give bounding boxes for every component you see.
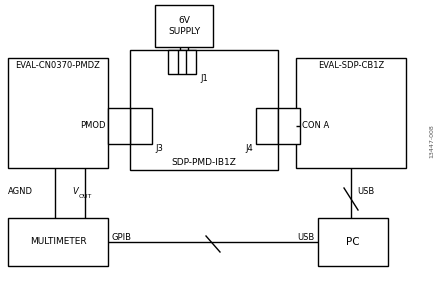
- Bar: [8, 218, 108, 266]
- Bar: [155, 5, 213, 47]
- Bar: [130, 50, 277, 170]
- Text: PC: PC: [345, 237, 359, 247]
- Bar: [168, 50, 196, 74]
- Bar: [295, 58, 405, 168]
- Text: 13447-008: 13447-008: [428, 124, 434, 158]
- Text: PMOD: PMOD: [80, 122, 106, 131]
- Text: V: V: [72, 188, 78, 197]
- Text: J1: J1: [200, 74, 207, 83]
- Text: USB: USB: [296, 232, 313, 241]
- Bar: [130, 108, 151, 144]
- Bar: [256, 108, 277, 144]
- Text: J3: J3: [155, 144, 162, 153]
- Text: 6V
SUPPLY: 6V SUPPLY: [168, 16, 200, 36]
- Text: MULTIMETER: MULTIMETER: [30, 237, 86, 246]
- Text: SDP-PMD-IB1Z: SDP-PMD-IB1Z: [171, 158, 236, 167]
- Text: GPIB: GPIB: [112, 232, 132, 241]
- Text: OUT: OUT: [79, 193, 92, 199]
- Text: EVAL-SDP-CB1Z: EVAL-SDP-CB1Z: [317, 61, 383, 70]
- Text: USB: USB: [356, 188, 373, 197]
- Text: EVAL-CN0370-PMDZ: EVAL-CN0370-PMDZ: [16, 61, 100, 70]
- Text: J4: J4: [245, 144, 253, 153]
- Bar: [8, 58, 108, 168]
- Bar: [108, 108, 130, 144]
- Bar: [277, 108, 299, 144]
- Text: CON A: CON A: [301, 122, 329, 131]
- Bar: [317, 218, 387, 266]
- Text: AGND: AGND: [8, 188, 33, 197]
